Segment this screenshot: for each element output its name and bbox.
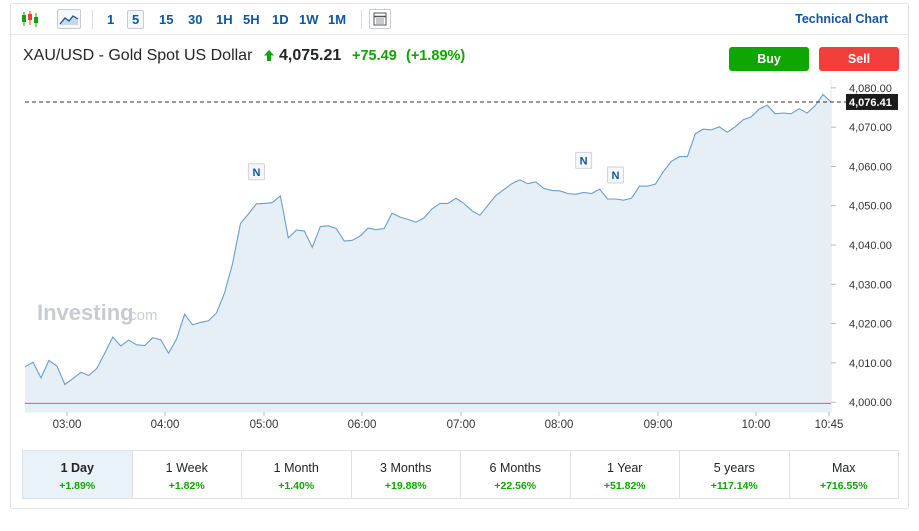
- period-change: +19.88%: [384, 480, 427, 492]
- price-line: [24, 93, 832, 386]
- period-3-months[interactable]: 3 Months +19.88%: [352, 451, 461, 498]
- period-1-day[interactable]: 1 Day +1.89%: [23, 451, 133, 498]
- interval-1d[interactable]: 1D: [272, 12, 289, 27]
- current-price-badge: [846, 93, 898, 110]
- news-marker[interactable]: [607, 166, 625, 184]
- x-tick-label: 08:00: [545, 419, 574, 431]
- period-change: +117.14%: [710, 480, 758, 492]
- price-area: [25, 94, 831, 412]
- interval-1h[interactable]: 1H: [216, 12, 233, 27]
- period-change: +1.40%: [278, 480, 315, 492]
- x-tick-label: 05:00: [250, 419, 279, 431]
- y-tick-label: 4,030.00: [849, 279, 892, 291]
- period-1-month[interactable]: 1 Month +1.40%: [242, 451, 352, 498]
- period-change: +716.55%: [819, 480, 868, 492]
- period-6-months[interactable]: 6 Months +22.56%: [461, 451, 571, 498]
- chart-widget: 1 5 15 30 1H 5H 1D 1W 1M Technical Chart XAU/USD…: [10, 3, 909, 509]
- last-price: 4,075.21: [279, 47, 342, 64]
- period-1-week[interactable]: 1 Week +1.82%: [133, 451, 242, 498]
- news-marker[interactable]: [247, 163, 265, 181]
- toolbar-separator: [361, 10, 362, 29]
- y-tick-label: 4,010.00: [849, 358, 892, 370]
- x-tick-label: 10:00: [742, 419, 771, 431]
- price-chart-svg[interactable]: Investing.com 4,080.00 4,070.00 4,060.00 4,0…: [11, 80, 908, 440]
- news-marker-label: N: [612, 170, 620, 182]
- period-label: 1 Day: [60, 461, 94, 475]
- y-tick-label: 4,080.00: [849, 83, 892, 95]
- candlestick-icon[interactable]: [19, 9, 41, 29]
- x-tick-label: 07:00: [447, 419, 476, 431]
- buy-button[interactable]: Buy: [729, 47, 809, 71]
- period-label: 3 Months: [380, 461, 432, 475]
- interval-1m[interactable]: 1M: [328, 12, 347, 27]
- interval-1[interactable]: 1: [107, 12, 115, 27]
- news-marker[interactable]: [575, 151, 593, 169]
- instrument-header: XAU/USD - Gold Spot US Dollar 4,075.21 +…: [11, 35, 908, 79]
- x-tick-label: 03:00: [53, 419, 82, 431]
- sell-button[interactable]: Sell: [819, 47, 899, 71]
- y-tick-label: 4,070.00: [849, 122, 892, 134]
- chart-toolbar: 1 5 15 30 1H 5H 1D 1W 1M Technical Chart: [11, 4, 908, 35]
- watermark-brand: Investing: [37, 300, 134, 325]
- x-tick-label: 10:45: [815, 419, 844, 431]
- x-tick-label: 09:00: [644, 419, 673, 431]
- y-tick-label: 4,000.00: [849, 397, 892, 409]
- toolbar-separator: [92, 10, 93, 29]
- x-tick-label: 06:00: [348, 419, 377, 431]
- interval-5[interactable]: 5: [127, 10, 145, 29]
- period-label: Max: [831, 461, 856, 475]
- period-5-years[interactable]: 5 years +117.14%: [680, 451, 790, 498]
- price-chart[interactable]: Investing .com 4,080.00 4,070.00 4,060.00 4,0…: [11, 80, 908, 440]
- period-label: 1 Month: [273, 461, 319, 475]
- price-up-arrow-icon: [264, 50, 274, 61]
- period-change: +1.82%: [168, 480, 205, 492]
- interval-1w[interactable]: 1W: [299, 12, 319, 27]
- period-label: 1 Year: [607, 461, 643, 475]
- y-tick-label: 4,040.00: [849, 240, 892, 252]
- x-tick-label: 04:00: [151, 419, 180, 431]
- period-change: +51.82%: [603, 480, 646, 492]
- news-marker-label: N: [580, 155, 588, 167]
- period-change: +1.89%: [59, 480, 96, 492]
- interval-5h[interactable]: 5H: [243, 12, 260, 27]
- y-tick-label: 4,060.00: [849, 161, 892, 173]
- area-chart-icon[interactable]: [57, 9, 81, 29]
- y-tick-label: 4,020.00: [849, 319, 892, 331]
- y-tick-label: 4,050.00: [849, 201, 892, 213]
- interval-30[interactable]: 30: [188, 12, 203, 27]
- technical-chart-link[interactable]: Technical Chart: [795, 12, 888, 26]
- period-label: 5 years: [713, 461, 755, 475]
- period-label: 6 Months: [489, 461, 541, 475]
- current-price-label: 4,076.41: [849, 97, 892, 109]
- watermark-suffix: .com: [125, 307, 158, 324]
- interval-15[interactable]: 15: [159, 12, 174, 27]
- period-max[interactable]: Max +716.55%: [790, 451, 899, 498]
- period-label: 1 Week: [165, 461, 208, 475]
- period-change: +22.56%: [494, 480, 537, 492]
- instrument-name: XAU/USD - Gold Spot US Dollar: [23, 47, 253, 64]
- price-change: +75.49: [352, 48, 397, 64]
- news-marker-label: N: [252, 167, 260, 179]
- price-change-percent: (+1.89%): [406, 48, 466, 64]
- performance-periods: 1 Day +1.89% 1 Week +1.82% 1 Month +1.40% 3 Mo…: [22, 450, 899, 499]
- period-1-year[interactable]: 1 Year +51.82%: [571, 451, 680, 498]
- table-icon[interactable]: [369, 9, 391, 29]
